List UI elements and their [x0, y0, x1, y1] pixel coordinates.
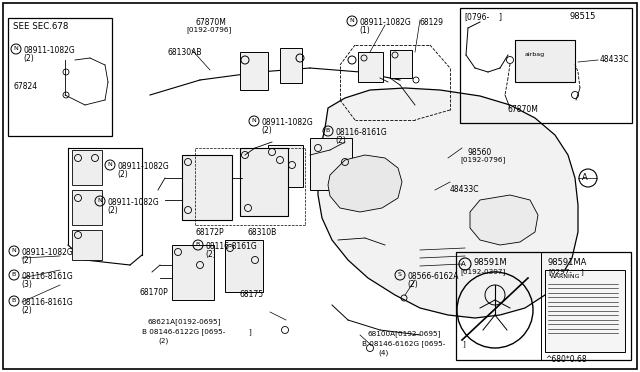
- Text: 98560: 98560: [468, 148, 492, 157]
- Text: 98591MA: 98591MA: [548, 258, 588, 267]
- Text: 08911-1082G: 08911-1082G: [107, 198, 159, 207]
- Text: ^680*0.68: ^680*0.68: [545, 355, 587, 364]
- Text: N: N: [12, 248, 17, 253]
- Bar: [240, 148, 288, 216]
- Text: (2): (2): [261, 126, 272, 135]
- Text: 08911-1082G: 08911-1082G: [23, 46, 75, 55]
- Text: 68310B: 68310B: [248, 228, 277, 237]
- Text: 67870M: 67870M: [196, 18, 227, 27]
- Text: (3): (3): [21, 280, 32, 289]
- Bar: [280, 48, 302, 83]
- Text: N: N: [13, 46, 19, 51]
- Text: ]: ]: [580, 268, 583, 275]
- Bar: [358, 52, 383, 82]
- Text: 68621A[0192-0695]: 68621A[0192-0695]: [148, 318, 221, 325]
- Text: B 08146-6162G [0695-: B 08146-6162G [0695-: [362, 340, 445, 347]
- Text: B: B: [196, 243, 200, 247]
- Bar: [460, 8, 632, 123]
- Bar: [310, 138, 352, 190]
- Text: A: A: [582, 173, 588, 183]
- Polygon shape: [470, 195, 538, 245]
- Text: 08911-1082G: 08911-1082G: [359, 18, 411, 27]
- Bar: [268, 145, 303, 187]
- Text: (2): (2): [205, 250, 216, 259]
- Bar: [545, 270, 625, 352]
- Text: 68130AB: 68130AB: [168, 48, 202, 57]
- Text: 08116-8161G: 08116-8161G: [21, 272, 73, 281]
- Text: 08911-1082G: 08911-1082G: [261, 118, 313, 127]
- Text: ]: ]: [498, 12, 501, 21]
- Text: 08566-6162A: 08566-6162A: [407, 272, 458, 281]
- Text: [0192-0397]: [0192-0397]: [460, 268, 505, 275]
- Text: WARNING: WARNING: [550, 274, 580, 279]
- Text: SEE SEC.678: SEE SEC.678: [13, 22, 68, 31]
- Text: S: S: [398, 273, 402, 278]
- Text: 98591M: 98591M: [474, 258, 508, 267]
- Text: airbag: airbag: [525, 52, 545, 57]
- Text: 98515: 98515: [570, 12, 596, 21]
- Text: A: A: [461, 261, 465, 267]
- Bar: [72, 190, 102, 225]
- Text: N: N: [98, 199, 102, 203]
- Text: 08116-8161G: 08116-8161G: [335, 128, 387, 137]
- Text: (2): (2): [158, 338, 168, 344]
- Text: (2): (2): [407, 280, 418, 289]
- Text: 08911-1082G: 08911-1082G: [117, 162, 169, 171]
- Text: (1): (1): [359, 26, 370, 35]
- Text: [0796-: [0796-: [464, 12, 489, 21]
- Bar: [225, 240, 263, 292]
- Text: 68175: 68175: [240, 290, 264, 299]
- Text: ]: ]: [248, 328, 251, 335]
- Text: 68129: 68129: [420, 18, 444, 27]
- Text: 48433C: 48433C: [450, 185, 479, 194]
- Text: B 08146-6122G [0695-: B 08146-6122G [0695-: [142, 328, 225, 335]
- Text: 48433C: 48433C: [600, 55, 630, 64]
- Text: B: B: [326, 128, 330, 134]
- Polygon shape: [328, 155, 402, 212]
- Bar: [390, 50, 412, 78]
- Text: 08116-8161G: 08116-8161G: [205, 242, 257, 251]
- Bar: [72, 230, 102, 260]
- Text: (2): (2): [107, 206, 118, 215]
- Text: 08116-8161G: 08116-8161G: [21, 298, 73, 307]
- Text: N: N: [108, 163, 113, 167]
- Text: B: B: [12, 273, 16, 278]
- Text: 67824: 67824: [13, 82, 37, 91]
- Text: [0192-0796]: [0192-0796]: [186, 26, 231, 33]
- Bar: [72, 150, 102, 185]
- Bar: [8, 18, 112, 136]
- Bar: [456, 252, 631, 360]
- Text: 08911-1082G: 08911-1082G: [21, 248, 73, 257]
- Text: 68170P: 68170P: [140, 288, 169, 297]
- Text: N: N: [252, 119, 257, 124]
- Text: 67870M: 67870M: [508, 105, 539, 114]
- Text: 68172P: 68172P: [195, 228, 223, 237]
- Bar: [240, 52, 268, 90]
- Text: (2): (2): [23, 54, 34, 63]
- Text: [0297-: [0297-: [548, 268, 572, 275]
- Bar: [172, 245, 214, 300]
- Text: (4): (4): [378, 350, 388, 356]
- Bar: [515, 40, 575, 82]
- Text: (2): (2): [21, 306, 32, 315]
- Text: (2): (2): [117, 170, 128, 179]
- Text: (2): (2): [335, 136, 346, 145]
- Text: ]: ]: [462, 340, 465, 347]
- Text: (2): (2): [21, 256, 32, 265]
- Bar: [182, 155, 232, 220]
- Text: 68100A[0192-0695]: 68100A[0192-0695]: [368, 330, 442, 337]
- Text: [0192-0796]: [0192-0796]: [460, 156, 505, 163]
- Text: B: B: [12, 298, 16, 304]
- Polygon shape: [318, 88, 578, 318]
- Text: N: N: [349, 19, 355, 23]
